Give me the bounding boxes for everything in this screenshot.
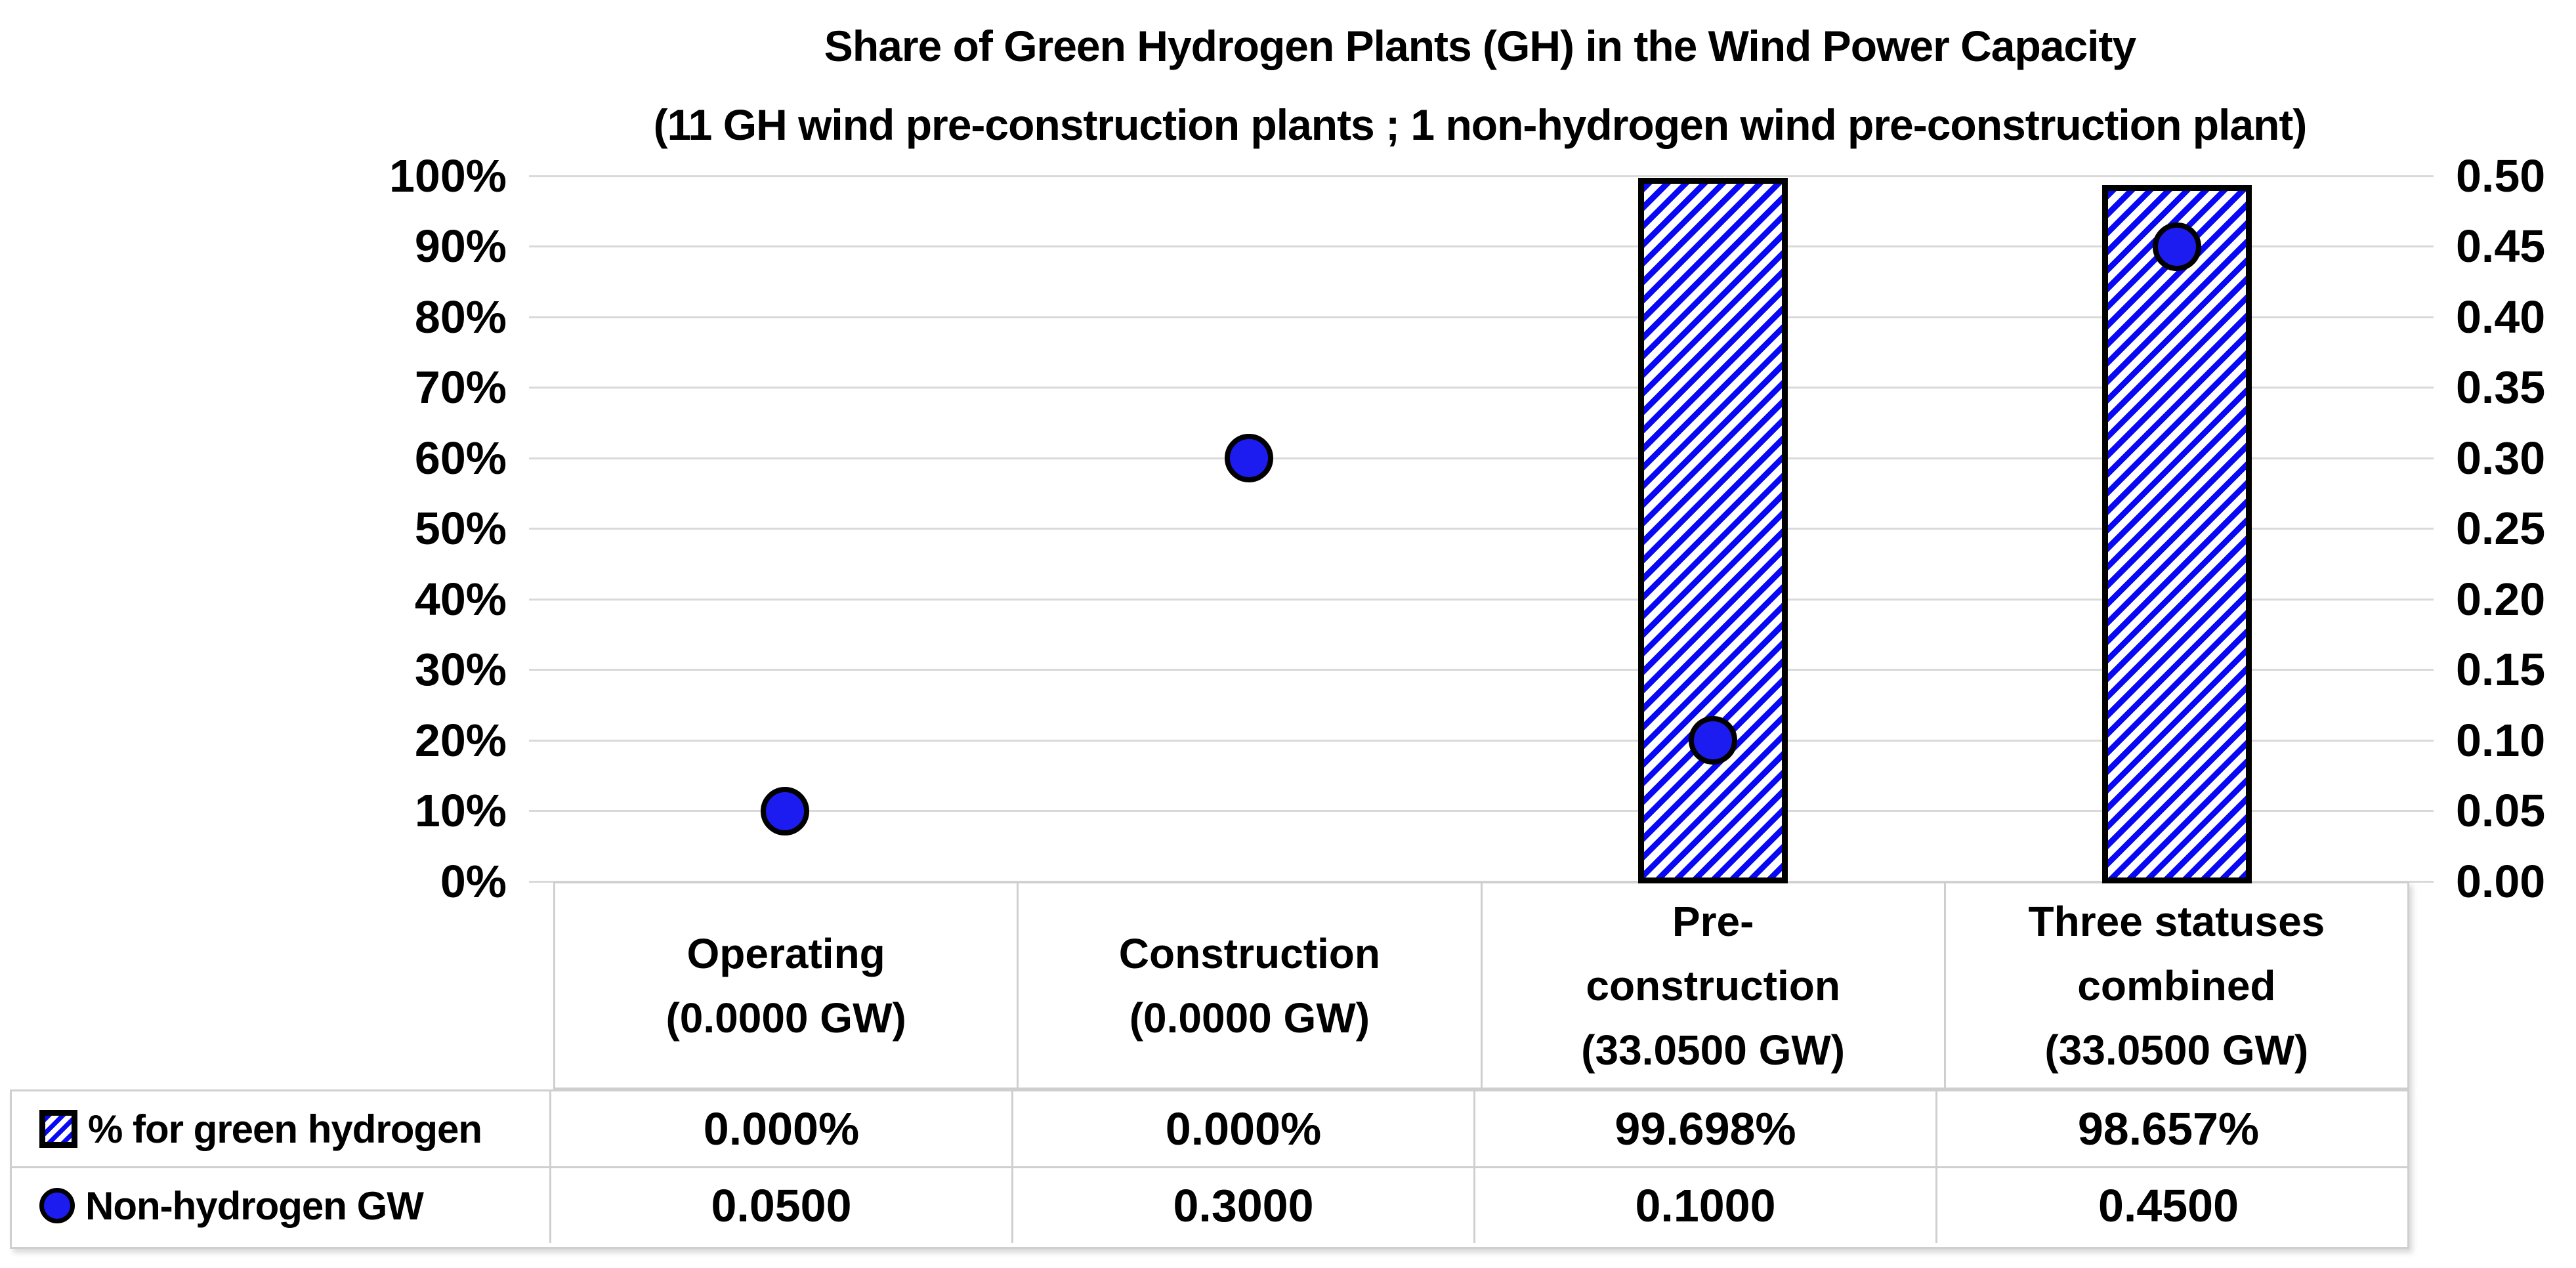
gridline: [529, 810, 2434, 812]
right-axis-tick: 0.45: [2456, 221, 2546, 272]
value-cell: 0.000%: [1013, 1091, 1475, 1166]
value-cell: 98.657%: [2077, 1103, 2260, 1154]
category-header-preconstruction: Pre- construction (33.0500 GW): [1480, 883, 1944, 1088]
left-axis-tick: 30%: [414, 644, 507, 695]
gridline: [529, 387, 2434, 389]
series-name: % for green hydrogen: [88, 1107, 482, 1151]
left-axis-tick: 40%: [414, 574, 507, 625]
gridline: [529, 599, 2434, 601]
circle-marker-legend-icon: [39, 1188, 75, 1223]
right-axis-tick: 0.10: [2456, 715, 2546, 766]
gridline: [529, 669, 2434, 671]
left-axis-tick: 0%: [440, 856, 507, 907]
gridline: [529, 175, 2434, 177]
category-header-construction: Construction (0.0000 GW): [1017, 883, 1480, 1088]
dot-non-hydrogen-gw-operating: [761, 787, 809, 835]
table-row-non-hydrogen-gw: Non-hydrogen GW 0.0500 0.3000 0.1000 0.4…: [12, 1168, 2407, 1243]
value-cell: 0.000%: [551, 1091, 1013, 1166]
dot-non-hydrogen-gw-preconstruction: [1689, 716, 1737, 765]
value-cell: 0.3000: [1013, 1168, 1475, 1243]
category-header-operating: Operating (0.0000 GW): [665, 929, 906, 1042]
chart-title-block: Share of Green Hydrogen Plants (GH) in t…: [394, 7, 2566, 164]
left-axis-tick: 70%: [414, 362, 507, 413]
left-axis-tick: 100%: [389, 150, 507, 201]
right-axis-tick: 0.50: [2456, 150, 2546, 201]
legend-row-label: % for green hydrogen: [12, 1091, 551, 1166]
right-axis-tick: 0.30: [2456, 433, 2546, 484]
value-cell: 0.0500: [551, 1168, 1013, 1243]
hatch-bar-legend-icon: [39, 1110, 77, 1148]
right-axis-tick: 0.35: [2456, 362, 2546, 413]
value-cell: 0.1000: [1475, 1168, 1937, 1243]
right-axis-tick: 0.15: [2456, 644, 2546, 695]
left-axis-tick: 60%: [414, 433, 507, 484]
series-name: Non-hydrogen GW: [85, 1183, 424, 1228]
category-header-three-statuses: Three statuses combined (33.0500 GW): [1943, 883, 2407, 1088]
dot-non-hydrogen-gw-construction: [1225, 434, 1273, 482]
chart-title: Share of Green Hydrogen Plants (GH) in t…: [824, 22, 2136, 70]
data-table: % for green hydrogen 0.000% 0.000% 99.69…: [10, 1089, 2409, 1249]
table-row-green-hydrogen-share: % for green hydrogen 0.000% 0.000% 99.69…: [12, 1091, 2407, 1168]
right-axis-tick: 0.40: [2456, 291, 2546, 343]
bar-green-hydrogen-share-three-statuses: [2102, 185, 2252, 883]
gridline: [529, 528, 2434, 530]
left-axis-tick: 50%: [414, 503, 507, 554]
dot-non-hydrogen-gw-three-statuses: [2153, 222, 2201, 271]
right-axis-tick: 0.05: [2456, 785, 2546, 836]
left-axis-tick: 80%: [414, 291, 507, 343]
value-cell: 99.698%: [1475, 1091, 1937, 1166]
gridline: [529, 457, 2434, 459]
value-cell: 0.4500: [2098, 1180, 2239, 1231]
left-axis-tick: 10%: [414, 785, 507, 836]
gridline: [529, 245, 2434, 247]
right-axis-tick: 0.20: [2456, 574, 2546, 625]
left-axis-tick: 90%: [414, 221, 507, 272]
gridline: [529, 740, 2434, 742]
category-header-row: Operating (0.0000 GW) Construction (0.00…: [553, 881, 2409, 1089]
left-axis-tick: 20%: [414, 715, 507, 766]
right-axis-tick: 0.00: [2456, 856, 2546, 907]
legend-row-label: Non-hydrogen GW: [12, 1168, 551, 1243]
gridline: [529, 316, 2434, 318]
chart-subtitle: (11 GH wind pre-construction plants ; 1 …: [653, 100, 2308, 149]
bar-green-hydrogen-share-preconstruction: [1638, 178, 1788, 883]
right-axis-tick: 0.25: [2456, 503, 2546, 554]
